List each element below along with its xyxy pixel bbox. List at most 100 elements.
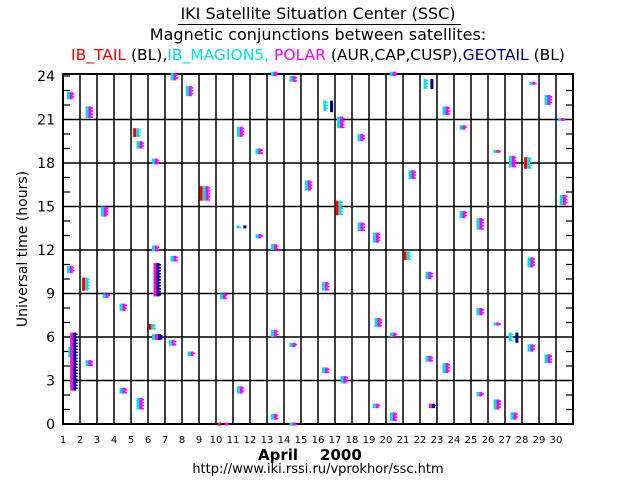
conjunction-mark-dot: [499, 323, 501, 325]
conjunction-mark-dot: [276, 248, 279, 250]
conjunction-mark-dot: [363, 229, 365, 231]
conjunction-mark-dot: [482, 219, 484, 221]
conjunction-mark-ib-magion5: [374, 318, 378, 327]
conjunction-mark-ib-magion5: [493, 149, 497, 153]
conjunction-mark-polar: [273, 329, 277, 338]
conjunction-mark-dot: [76, 369, 78, 372]
conjunction-mark-dot: [326, 107, 328, 110]
conjunction-mark-polar: [258, 148, 262, 155]
conjunction-mark-dot: [341, 207, 343, 210]
x-tick-label: 21: [397, 435, 410, 446]
conjunction-mark-dot: [511, 333, 514, 336]
conjunction-mark-dot: [174, 343, 177, 346]
conjunction-mark-dot: [76, 381, 78, 384]
conjunction-mark-dot: [363, 135, 365, 137]
conjunction-mark-dot: [91, 361, 93, 363]
conjunction-mark-dot: [157, 162, 160, 165]
conjunction-mark-dot: [346, 380, 348, 382]
conjunction-mark-ib-magion5: [372, 403, 376, 409]
legend-geotail: GEOTAIL (BL): [463, 46, 565, 64]
conjunction-mark-polar: [173, 73, 177, 81]
conjunction-mark-dot: [414, 174, 416, 176]
x-tick-label: 24: [448, 435, 461, 446]
conjunction-mark-ib-magion5: [389, 332, 393, 337]
conjunction-mark-dot: [159, 264, 161, 266]
conjunction-mark-dot: [343, 117, 345, 120]
conjunction-mark-dot: [76, 375, 78, 378]
y-tick-label: 0: [46, 417, 55, 433]
conjunction-mark-ib-magion5: [459, 125, 463, 130]
conjunction-mark-dot: [227, 423, 230, 426]
conjunction-mark-dot: [363, 138, 365, 140]
conjunction-mark-dot: [225, 297, 228, 299]
conjunction-mark-dot: [161, 338, 163, 340]
conjunction-mark-ib-magion5: [187, 351, 191, 356]
chart-title: IKI Satellite Situation Center (SSC): [180, 4, 456, 23]
y-tick-label: 3: [46, 374, 55, 390]
conjunction-mark-dot: [327, 368, 330, 370]
conjunction-mark-polar: [343, 376, 347, 384]
conjunction-mark-dot: [363, 226, 365, 228]
conjunction-mark-geotail: [158, 334, 161, 340]
conjunction-mark-dot: [363, 223, 365, 225]
footer-url[interactable]: http://www.iki.rssi.ru/vprokhor/ssc.htm: [192, 462, 444, 477]
y-tick-label: 12: [37, 243, 55, 259]
conjunction-mark-ib-tail: [217, 422, 221, 426]
conjunction-mark-polar: [105, 293, 109, 298]
conjunction-mark-dot: [395, 333, 398, 336]
conjunction-mark-polar: [190, 351, 194, 356]
conjunction-mark-ib-magion5: [289, 342, 293, 348]
conjunction-mark-polar: [171, 339, 175, 346]
legend-polar-name: POLAR: [274, 46, 326, 64]
conjunction-mark-dot: [76, 339, 78, 342]
conjunction-mark-dot: [499, 403, 501, 405]
conjunction-mark-dot: [276, 414, 279, 417]
conjunction-mark-polar: [273, 413, 277, 420]
conjunction-mark-ib-magion5: [510, 412, 514, 420]
conjunction-mark-dot: [409, 255, 411, 257]
conjunction-mark-polar: [532, 81, 536, 85]
conjunction-mark-dot: [154, 327, 156, 330]
y-tick-label: 21: [37, 113, 55, 129]
conjunction-mark-ib-tail: [199, 186, 203, 201]
conjunction-mark-dot: [533, 258, 535, 260]
conjunction-mark-ib-magion5: [219, 293, 223, 300]
title-underline: [178, 24, 461, 25]
conjunction-mark-dot: [91, 107, 93, 109]
x-tick-label: 26: [482, 435, 495, 446]
conjunction-mark-dot: [157, 249, 160, 252]
legend: IB_TAIL (BL),IB_MAGION5, POLAR (AUR,CAP,…: [0, 46, 636, 64]
conjunction-mark-dot: [106, 210, 109, 212]
conjunction-mark-ib-magion5: [459, 210, 463, 219]
conjunction-mark-dot: [341, 213, 343, 216]
x-tick-label: 17: [329, 435, 342, 446]
conjunction-mark-ib-magion5: [255, 234, 259, 239]
conjunction-mark-dot: [176, 74, 178, 76]
x-tick-label: 9: [196, 435, 202, 446]
conjunction-mark-dot: [76, 378, 78, 381]
conjunction-mark-polar: [428, 403, 432, 409]
conjunction-mark-polar: [496, 399, 500, 410]
conjunction-mark-dot: [465, 214, 467, 217]
x-tick-label: 10: [210, 435, 223, 446]
x-tick-label: 7: [162, 435, 168, 446]
conjunction-mark-ib-magion5: [136, 141, 140, 149]
conjunction-mark-dot: [434, 404, 437, 407]
conjunction-mark-geotail: [431, 403, 435, 409]
conjunction-mark-polar: [258, 234, 262, 239]
conjunction-mark-dot: [76, 372, 78, 375]
conjunction-mark-polar: [445, 363, 449, 374]
conjunction-mark-ib-magion5: [270, 71, 274, 76]
x-tick-label: 20: [380, 435, 393, 446]
conjunction-mark-ib-magion5: [493, 399, 497, 410]
x-axis-month: April: [258, 446, 299, 464]
conjunction-mark-dot: [414, 171, 416, 173]
conjunction-mark-ib-magion5: [527, 157, 531, 169]
conjunction-mark-dot: [533, 261, 535, 263]
conjunction-mark-dot: [378, 233, 381, 236]
conjunction-mark-ib-magion5: [136, 128, 140, 137]
y-tick-label: 9: [46, 287, 55, 303]
conjunction-mark-dot: [530, 161, 532, 163]
conjunction-mark-ib-magion5: [85, 277, 89, 291]
conjunction-mark-dot: [482, 309, 484, 311]
